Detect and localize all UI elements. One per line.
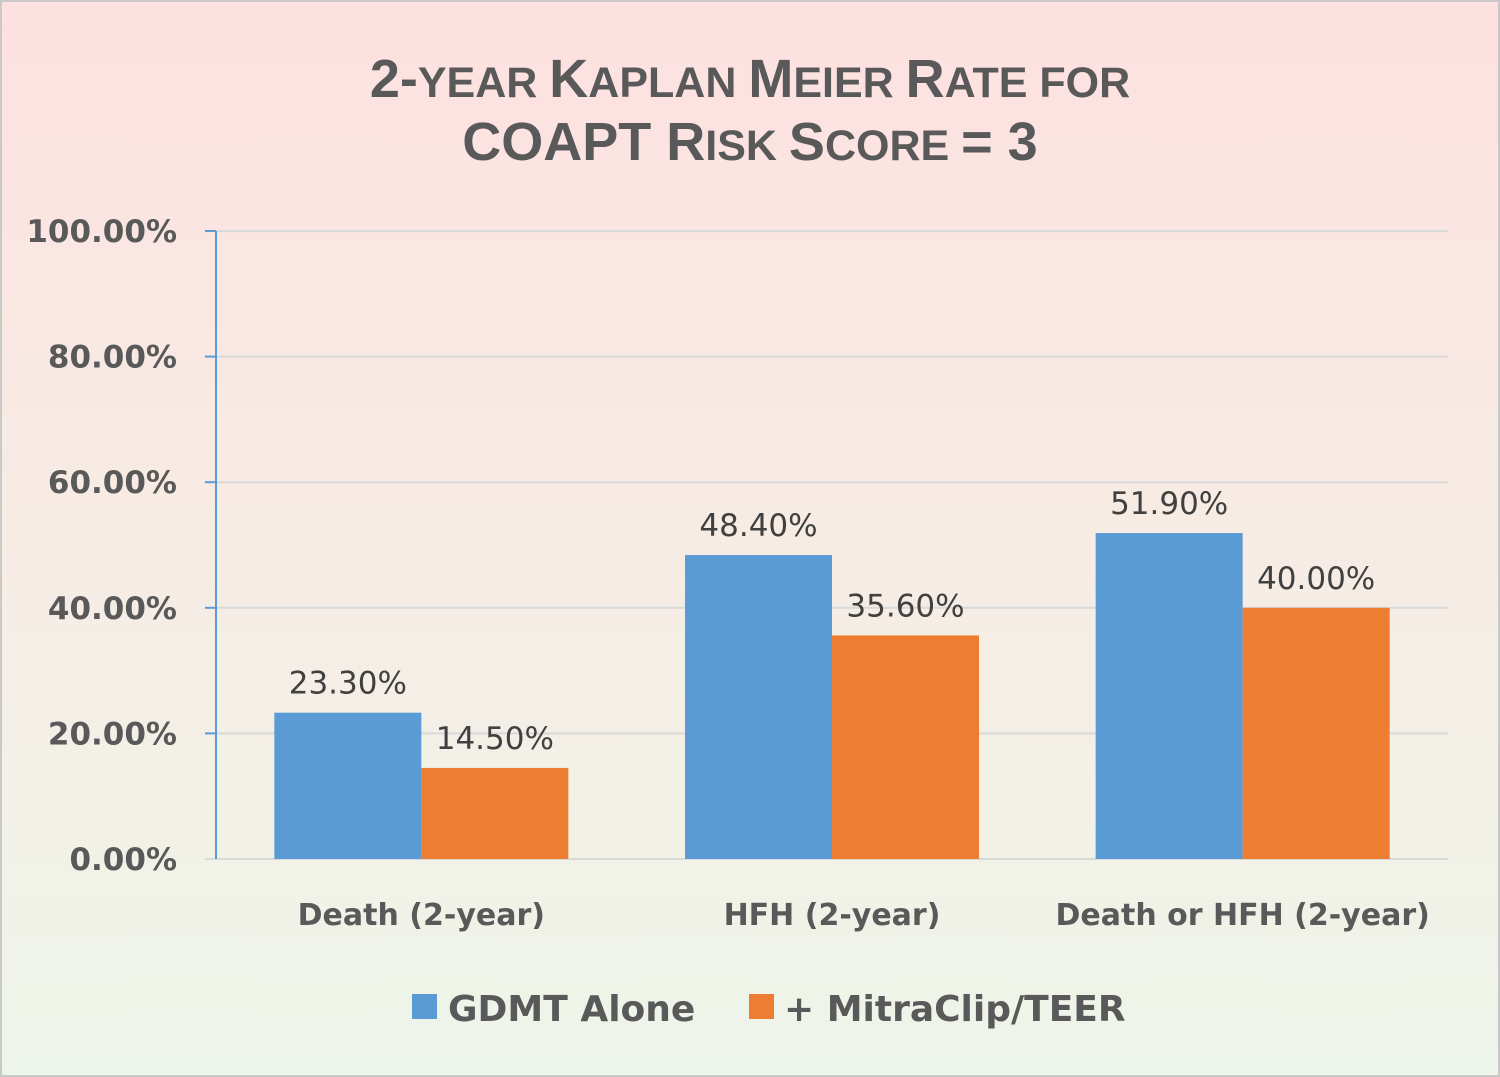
bar-gdmt	[1095, 533, 1243, 859]
bar-gdmt	[685, 555, 832, 859]
chart-title-segment: M	[748, 49, 793, 109]
y-tick-label: 60.00%	[48, 465, 177, 501]
chart-title-segment: ATE FOR	[945, 59, 1131, 107]
chart-title-segment: APLAN	[588, 59, 748, 107]
chart-title-segment: = 3	[961, 112, 1038, 172]
legend-swatch	[749, 994, 774, 1019]
bar-mitraclip	[421, 767, 569, 859]
y-tick-label: 100.00%	[26, 214, 177, 250]
chart-title-segment: COAPT R	[462, 112, 705, 172]
bar-mitraclip	[832, 635, 979, 859]
chart-title-segment: K	[549, 49, 588, 109]
data-label: 48.40%	[699, 508, 817, 544]
chart-title-segment: 2-	[370, 49, 418, 109]
data-label: 23.30%	[289, 666, 407, 702]
chart-title-line-2: COAPT RISK SCORE = 3	[462, 112, 1037, 172]
y-tick-label: 20.00%	[48, 716, 177, 752]
data-label: 35.60%	[846, 588, 964, 624]
chart-title-segment: R	[906, 49, 945, 109]
data-label: 51.90%	[1110, 486, 1228, 522]
y-tick-label: 0.00%	[69, 842, 177, 878]
y-tick-label: 80.00%	[48, 340, 177, 376]
chart-title-segment: S	[789, 112, 825, 172]
data-label: 14.50%	[436, 721, 554, 757]
x-category-label: HFH (2-year)	[724, 898, 941, 933]
bar-gdmt	[274, 712, 422, 859]
legend-swatch	[412, 994, 437, 1019]
chart-title-segment: YEAR	[418, 59, 549, 107]
chart-title-segment: EIER	[793, 59, 905, 107]
chart-title-segment: ISK	[705, 122, 789, 170]
x-category-label: Death or HFH (2-year)	[1056, 898, 1430, 933]
bar-mitraclip	[1242, 607, 1390, 859]
x-category-label: Death (2-year)	[298, 898, 545, 933]
data-label: 40.00%	[1257, 561, 1375, 597]
y-tick-label: 40.00%	[48, 591, 177, 627]
legend-label: GDMT Alone	[448, 989, 695, 1030]
legend-label: + MitraClip/TEER	[784, 989, 1126, 1030]
chart-title-segment: CORE	[825, 122, 961, 170]
chart-title-line-1: 2-YEAR KAPLAN MEIER RATE FOR	[370, 49, 1130, 109]
